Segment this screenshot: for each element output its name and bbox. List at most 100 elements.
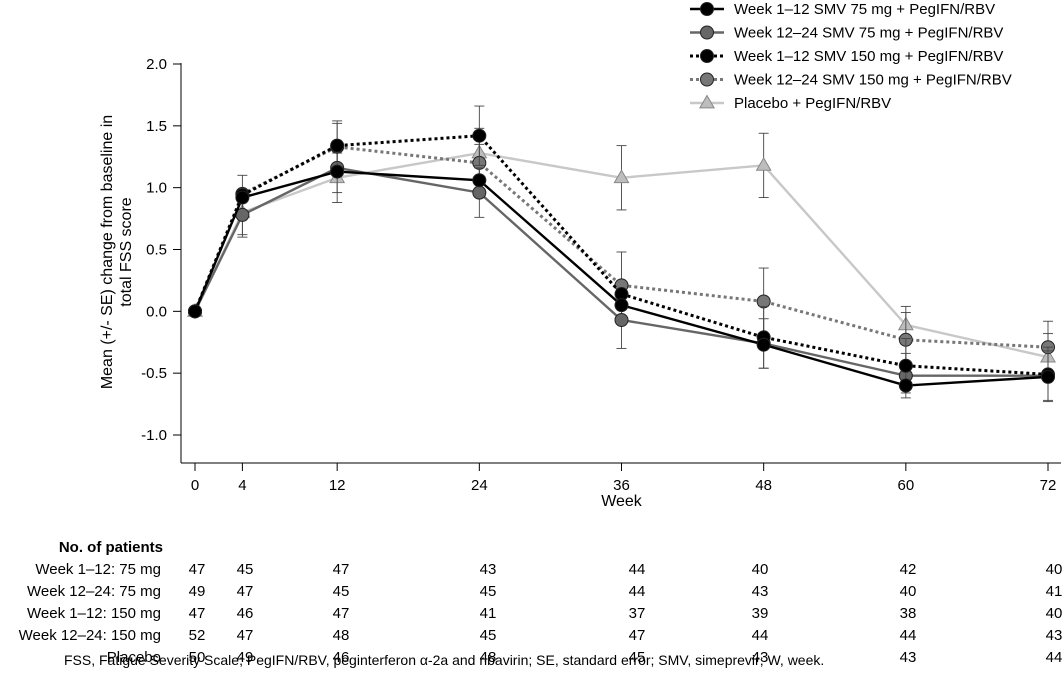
legend-entry: Week 12–24 SMV 150 mg + PegIFN/RBV (690, 72, 1012, 89)
x-tick-label: 72 (1040, 477, 1057, 494)
patients-count: 47 (629, 627, 646, 644)
patients-row-label: Placebo (107, 649, 161, 666)
patients-table: No. of patients Week 1–12: 75 mg 47 45 47 43 4… (19, 539, 1063, 666)
x-tick-label: 60 (897, 477, 914, 494)
footnote: FSS, Fatigue Severity Scale; PegIFN/RBV,… (64, 652, 825, 668)
data-point (330, 138, 345, 153)
patients-count: 45 (333, 583, 350, 600)
patients-count: 47 (237, 627, 254, 644)
data-point (613, 169, 630, 184)
data-point (898, 378, 913, 393)
patients-count: 41 (1046, 583, 1063, 600)
y-tick-label: 0.0 (146, 303, 167, 320)
legend-entry: Placebo + PegIFN/RBV (690, 94, 891, 112)
patients-row-label: Week 1–12: 75 mg (35, 561, 161, 578)
patients-count: 42 (900, 561, 917, 578)
x-tick-label: 48 (755, 477, 772, 494)
data-point (330, 164, 345, 179)
legend-entry: Week 12–24 SMV 75 mg + PegIFN/RBV (690, 25, 1003, 42)
legend: Week 1–12 SMV 75 mg + PegIFN/RBV Week 12–… (690, 1, 1012, 112)
patients-count: 47 (333, 605, 350, 622)
data-point (472, 185, 487, 200)
patients-count: 45 (480, 583, 497, 600)
patients-row-label: Week 1–12: 150 mg (27, 605, 161, 622)
y-axis-label-line: Mean (+/- SE) change from baseline in (99, 115, 116, 389)
patients-count: 44 (900, 627, 917, 644)
patients-count: 43 (900, 649, 917, 666)
patients-count: 44 (752, 627, 769, 644)
patients-count: 43 (1046, 627, 1063, 644)
x-tick-label: 12 (329, 477, 346, 494)
patients-count: 40 (752, 561, 769, 578)
series-layer (187, 105, 1056, 403)
y-tick-label: -0.5 (141, 365, 167, 382)
legend-label: Week 1–12 SMV 150 mg + PegIFN/RBV (734, 48, 1003, 65)
legend-entry: Week 1–12 SMV 150 mg + PegIFN/RBV (690, 48, 1003, 65)
legend-swatch-marker (699, 94, 715, 109)
data-point (755, 156, 772, 171)
legend-swatch-marker (700, 2, 714, 16)
y-tick-label: 0.5 (146, 242, 167, 259)
patients-count: 44 (629, 561, 646, 578)
patients-count: 43 (752, 583, 769, 600)
legend-entry: Week 1–12 SMV 75 mg + PegIFN/RBV (690, 1, 995, 18)
patients-row-label: Week 12–24: 150 mg (19, 627, 161, 644)
patients-count: 52 (189, 627, 206, 644)
series-line (193, 166, 1048, 377)
patients-row-label: Week 12–24: 75 mg (27, 583, 161, 600)
patients-count: 39 (752, 605, 769, 622)
patients-count: 49 (237, 649, 254, 666)
legend-label: Placebo + PegIFN/RBV (734, 95, 891, 112)
y-tick-label: 1.5 (146, 118, 167, 135)
data-point (472, 173, 487, 188)
data-point (1041, 369, 1055, 384)
patients-count: 48 (333, 627, 350, 644)
patients-count: 47 (333, 561, 350, 578)
series-0 (188, 164, 1055, 393)
patients-count: 40 (1046, 605, 1063, 622)
legend-label: Week 12–24 SMV 75 mg + PegIFN/RBV (734, 25, 1003, 42)
patients-count: 43 (752, 649, 769, 666)
x-tick-label: 36 (613, 477, 630, 494)
legend-swatch-marker (700, 72, 714, 87)
patients-count: 38 (900, 605, 917, 622)
data-point (898, 358, 913, 373)
patients-count: 45 (237, 561, 254, 578)
series-line (193, 134, 1049, 376)
patients-count: 44 (629, 583, 646, 600)
patients-count: 43 (480, 561, 497, 578)
patients-count: 41 (480, 605, 497, 622)
data-point (235, 190, 250, 205)
patients-count: 46 (237, 605, 254, 622)
patients-count: 45 (629, 649, 646, 666)
y-axis-label: Mean (+/- SE) change from baseline in tot… (99, 115, 135, 389)
patients-count: 44 (1046, 649, 1063, 666)
patients-count: 37 (629, 605, 646, 622)
patients-count: 47 (237, 583, 254, 600)
data-point (756, 337, 771, 352)
axes: -1.0 -0.5 0.0 0.5 1.0 1.5 2.0 0 4 12 24 36 48 60 72 Wee… (99, 56, 1061, 510)
y-tick-label: 1.0 (146, 180, 167, 197)
x-axis-label: Week (601, 493, 643, 510)
x-tick-label: 24 (471, 477, 488, 494)
legend-label: Week 12–24 SMV 150 mg + PegIFN/RBV (734, 72, 1012, 89)
series-line (193, 145, 1049, 349)
patients-count: 48 (480, 649, 497, 666)
y-tick-label: 2.0 (146, 56, 167, 73)
data-point (472, 128, 487, 143)
patients-count: 50 (189, 649, 206, 666)
patients-header: No. of patients (59, 539, 163, 556)
patients-count: 45 (480, 627, 497, 644)
data-point (614, 298, 629, 313)
legend-label: Week 1–12 SMV 75 mg + PegIFN/RBV (734, 1, 995, 18)
patients-count: 40 (900, 583, 917, 600)
patients-count: 47 (189, 561, 206, 578)
y-tick-label: -1.0 (141, 427, 167, 444)
legend-swatch-marker (700, 25, 714, 40)
x-tick-label: 0 (191, 477, 199, 494)
patients-count: 40 (1046, 561, 1063, 578)
patients-count: 47 (189, 605, 206, 622)
y-axis-label-line: total FSS score (118, 197, 135, 306)
patients-count: 46 (333, 649, 350, 666)
